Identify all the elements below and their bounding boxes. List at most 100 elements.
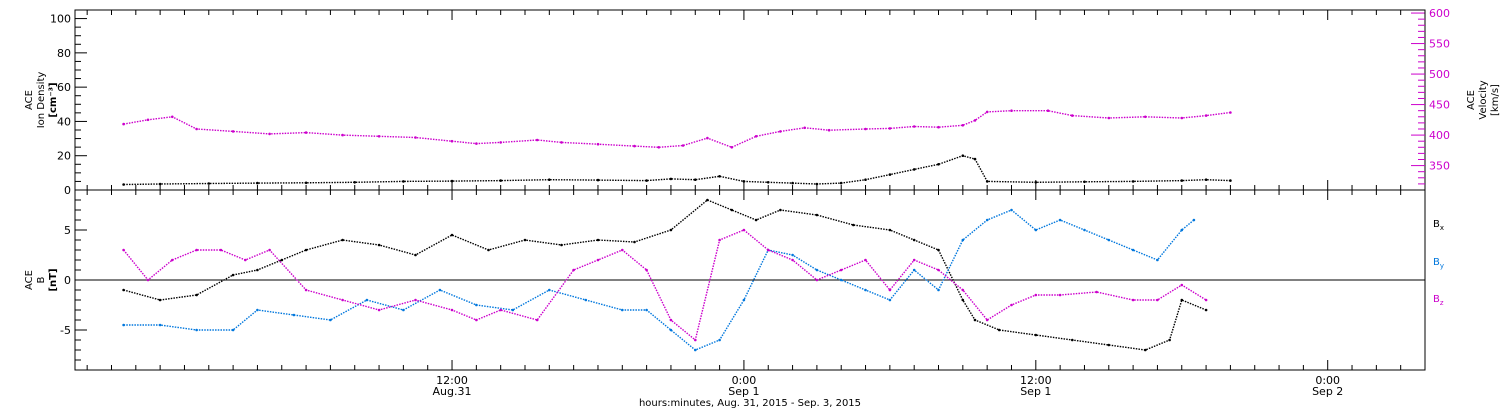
top-right-ylabel-line3: [km/s]	[1490, 84, 1500, 116]
data-series-layer	[122, 109, 1232, 352]
bx-point	[195, 293, 198, 297]
by-point	[231, 328, 235, 332]
bz-point	[888, 288, 892, 292]
top-left-tick-label: 40	[57, 115, 71, 128]
velocity-point	[341, 133, 344, 137]
velocity-point	[122, 122, 125, 126]
ion-density-point	[742, 180, 746, 183]
top-panel-right-y-axis: 350 400 450 500 550 600	[1411, 7, 1450, 185]
bx-point	[280, 258, 284, 262]
bx-point	[998, 328, 1001, 332]
ion-density-point	[122, 183, 125, 186]
by-point	[912, 268, 916, 272]
by-point	[1192, 218, 1196, 222]
by-point	[815, 268, 819, 272]
bz-point	[499, 308, 503, 312]
velocity-point	[937, 125, 940, 129]
bx-point	[633, 240, 636, 244]
velocity-point	[560, 141, 563, 144]
ion-density-point	[1229, 179, 1232, 182]
velocity-point	[730, 146, 734, 149]
x-tick-time-label: 12:00	[1020, 374, 1052, 387]
ion-density-point	[596, 178, 600, 182]
bz-point	[985, 318, 989, 322]
velocity-point	[195, 127, 198, 131]
by-point	[1107, 238, 1111, 242]
bx-point	[523, 238, 527, 242]
bz-point	[864, 258, 867, 262]
bx-point	[815, 213, 819, 217]
bz-point	[341, 298, 344, 302]
velocity-point	[377, 135, 381, 138]
bx-point	[122, 288, 125, 292]
velocity-point	[973, 119, 977, 122]
bz-point	[742, 228, 746, 232]
bz-point	[450, 308, 454, 312]
bz-point	[912, 258, 916, 262]
velocity-point	[657, 146, 661, 149]
velocity-point	[304, 131, 308, 134]
ion-density-point	[645, 179, 648, 182]
by-point	[1083, 228, 1086, 232]
bz-point	[791, 258, 794, 262]
velocity-point	[706, 136, 709, 140]
velocity-point	[1046, 109, 1050, 112]
top-right-tick-label: 550	[1429, 38, 1450, 51]
velocity-point	[475, 142, 478, 145]
by-point	[985, 218, 989, 222]
top-left-tick-label: 80	[57, 47, 71, 60]
by-point	[1180, 228, 1184, 232]
ion-density-point	[815, 182, 819, 186]
bz-point	[694, 338, 697, 342]
velocity-point	[912, 125, 916, 128]
ion-density-point	[864, 178, 867, 181]
by-point	[669, 328, 673, 332]
top-left-tick-label: 100	[50, 13, 71, 26]
x-tick-date-label: Aug.31	[433, 385, 472, 398]
velocity-point	[1144, 115, 1147, 119]
ion-density-point	[353, 181, 357, 184]
top-left-ylabel-line1: ACE	[24, 90, 35, 110]
ion-density-point	[207, 182, 211, 185]
bz-point	[244, 258, 247, 262]
bz-point	[195, 248, 198, 252]
top-left-ylabel-line3: [cm⁻³]	[48, 82, 59, 117]
bx-point	[1144, 348, 1147, 352]
velocity-point	[1107, 116, 1111, 120]
velocity-point	[146, 118, 150, 122]
ion-density-point	[937, 163, 940, 166]
bz-point	[414, 298, 417, 302]
by-point	[621, 308, 624, 312]
by-point	[402, 308, 405, 312]
bx-point	[706, 198, 709, 202]
bx-line	[123, 199, 1207, 351]
legend: Bx By Bz	[1433, 219, 1444, 307]
top-left-tick-label: 0	[64, 184, 71, 197]
top-panel-frame	[74, 9, 1426, 191]
ion-density-point	[158, 182, 162, 186]
bz-line	[123, 229, 1207, 342]
ion-density-point	[888, 173, 892, 176]
by-point	[961, 238, 965, 242]
bx-point	[341, 238, 344, 242]
by-point	[1010, 208, 1013, 212]
velocity-point	[171, 115, 174, 119]
bx-point	[937, 248, 940, 252]
top-panel-y-axis: 0 20 40 60 80 100	[50, 9, 87, 197]
ion-density-point	[402, 180, 405, 183]
bx-point	[973, 318, 977, 322]
bz-point	[1131, 298, 1135, 302]
top-right-ylabel: ACE Velocity [km/s]	[1466, 80, 1500, 119]
bx-point	[912, 238, 916, 242]
bx-point	[1107, 343, 1111, 347]
by-point	[1034, 228, 1038, 232]
bx-point	[450, 233, 454, 237]
velocity-point	[596, 142, 600, 146]
x-tick-time-label: 12:00	[436, 374, 468, 387]
bx-point	[414, 253, 417, 257]
by-point	[1131, 248, 1135, 252]
bz-point	[377, 308, 381, 312]
by-point	[584, 298, 588, 302]
by-point	[645, 308, 648, 312]
